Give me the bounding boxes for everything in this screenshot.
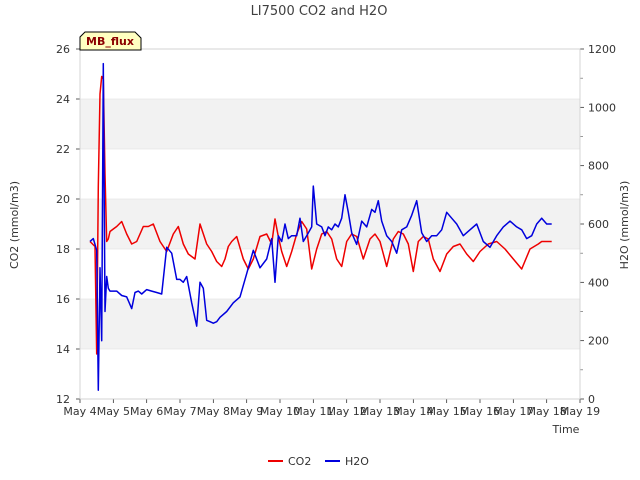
plot-band: [80, 49, 580, 99]
y-right-tick-label: 0: [588, 393, 595, 406]
y-left-tick-label: 14: [56, 343, 70, 356]
legend: CO2 H2O: [268, 455, 369, 468]
plot-band: [80, 149, 580, 199]
y-axis-left: 12 14 16 18 20 22 24 26: [56, 43, 80, 406]
x-tick-label: May 19: [560, 405, 600, 418]
x-tick-label: May 5: [97, 405, 130, 418]
y-left-tick-label: 18: [56, 243, 70, 256]
x-tick-label: May 12: [327, 405, 367, 418]
y-axis-right-label: H2O (mmol/m3): [618, 181, 631, 270]
x-axis-label: Time: [552, 423, 580, 436]
y-right-tick-label: 1200: [588, 43, 616, 56]
x-tick-label: May 7: [163, 405, 196, 418]
site-label: MB_flux: [79, 31, 142, 51]
legend-co2-label: CO2: [288, 455, 311, 468]
chart-title: LI7500 CO2 and H2O: [251, 4, 388, 19]
x-tick-label: May 14: [393, 405, 433, 418]
y-right-tick-label: 800: [588, 160, 609, 173]
plot-band: [80, 349, 580, 399]
x-tick-label: May 13: [360, 405, 400, 418]
y-right-tick-label: 200: [588, 335, 609, 348]
plot-band: [80, 199, 580, 249]
y-axis-left-label: CO2 (mmol/m3): [8, 181, 21, 269]
y-left-tick-label: 16: [56, 293, 70, 306]
y-left-tick-label: 22: [56, 143, 70, 156]
x-tick-label: May 18: [527, 405, 567, 418]
legend-h2o-label: H2O: [345, 455, 369, 468]
x-tick-label: May 15: [427, 405, 467, 418]
x-tick-label: May 9: [230, 405, 263, 418]
plot-band: [80, 299, 580, 349]
x-tick-label: May 4: [63, 405, 96, 418]
series-line-co2: [89, 75, 552, 355]
x-tick-label: May 16: [460, 405, 500, 418]
x-tick-label: May 6: [130, 405, 163, 418]
x-tick-label: May 17: [493, 405, 533, 418]
y-right-tick-label: 400: [588, 276, 609, 289]
series-line-h2o: [89, 62, 552, 392]
x-tick-label: May 8: [197, 405, 230, 418]
plot-frame: [79, 48, 581, 400]
site-label-text: MB_flux: [86, 35, 134, 48]
y-right-tick-label: 600: [588, 218, 609, 231]
y-left-tick-label: 26: [56, 43, 70, 56]
y-axis-right: 0 200 400 600 800 1000 1200: [580, 43, 616, 406]
y-right-tick-label: 1000: [588, 101, 616, 114]
site-label-box: [79, 31, 142, 51]
x-tick-label: May 11: [293, 405, 333, 418]
y-left-tick-label: 20: [56, 193, 70, 206]
y-left-tick-label: 24: [56, 93, 70, 106]
plot-band: [80, 99, 580, 149]
plot-background: [80, 48, 580, 400]
y-left-tick-label: 12: [56, 393, 70, 406]
x-tick-label: May 10: [260, 405, 300, 418]
series-layer: [89, 62, 552, 392]
